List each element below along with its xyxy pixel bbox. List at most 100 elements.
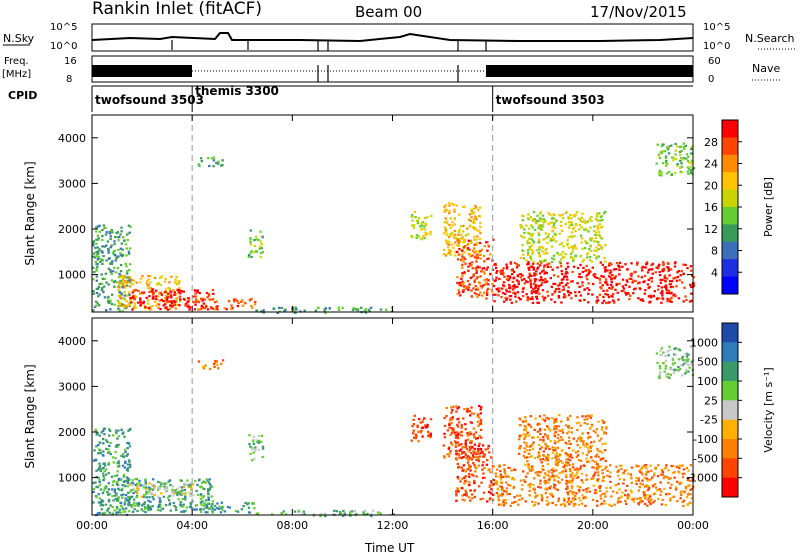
echo-cell	[142, 503, 145, 506]
echo-cell	[538, 245, 541, 249]
echo-cell	[121, 286, 124, 289]
echo-cell	[681, 363, 684, 367]
echo-cell	[566, 290, 569, 293]
echo-cell	[449, 234, 452, 237]
echo-cell	[123, 466, 126, 469]
colorbar-tick-label: -25	[700, 414, 718, 427]
echo-cell	[247, 506, 251, 509]
echo-cell	[573, 468, 577, 471]
echo-cell	[122, 510, 125, 513]
echo-cell	[559, 435, 563, 439]
echo-cell	[210, 505, 213, 508]
echo-cell	[120, 293, 124, 296]
echo-cell	[685, 368, 688, 371]
echo-cell	[448, 251, 451, 254]
echo-cell	[598, 293, 601, 296]
echo-cell	[604, 244, 607, 247]
echo-cell	[566, 443, 569, 446]
echo-cell	[128, 465, 132, 468]
echo-cell	[180, 486, 184, 489]
echo-cell	[580, 479, 583, 482]
echo-cell	[470, 412, 473, 415]
echo-cell	[443, 416, 446, 420]
echo-cell	[540, 498, 544, 501]
echo-cell	[531, 250, 535, 254]
echo-cell	[675, 486, 678, 489]
echo-cell	[530, 238, 533, 241]
echo-cell	[597, 231, 601, 234]
echo-cell	[475, 453, 478, 456]
echo-cell	[637, 477, 640, 480]
echo-cell	[129, 490, 132, 493]
echo-cell	[164, 306, 168, 309]
echo-cell	[640, 467, 643, 470]
echo-cell	[482, 461, 485, 464]
echo-cell	[668, 345, 671, 348]
echo-cell	[572, 497, 575, 500]
echo-cell	[445, 222, 449, 225]
echo-cell	[102, 255, 105, 258]
echo-cell	[118, 236, 121, 239]
echo-cell	[512, 276, 516, 279]
echo-cell	[669, 477, 672, 480]
echo-cell	[554, 503, 558, 507]
echo-cell	[609, 471, 612, 474]
echo-cell	[101, 277, 104, 280]
echo-cell	[522, 295, 525, 298]
echo-cell	[505, 481, 508, 484]
echo-cell	[201, 306, 204, 309]
echo-cell	[591, 477, 595, 480]
echo-cell	[170, 302, 174, 305]
echo-cell	[473, 489, 476, 492]
echo-cell	[448, 419, 452, 422]
x-tick-label: 00:00	[677, 519, 709, 532]
echo-cell	[109, 269, 112, 272]
echo-cell	[493, 279, 497, 283]
echo-cell	[101, 251, 104, 254]
echo-cell	[109, 262, 112, 265]
echo-cell	[95, 226, 98, 229]
echo-cell	[92, 309, 95, 312]
echo-cell	[143, 506, 147, 509]
echo-cell	[474, 267, 477, 270]
echo-cell	[556, 252, 559, 255]
echo-cell	[569, 442, 572, 446]
echo-cell	[504, 502, 507, 505]
echo-cell	[149, 287, 152, 290]
echo-cell	[95, 469, 98, 472]
echo-cell	[463, 238, 467, 241]
echo-cell	[521, 235, 525, 239]
echo-cell	[524, 416, 527, 419]
echo-cell	[481, 294, 484, 297]
echo-cell	[105, 244, 108, 247]
echo-cell	[460, 452, 464, 455]
echo-cell	[192, 301, 195, 304]
echo-cell	[549, 277, 552, 280]
echo-cell	[617, 482, 620, 485]
echo-cell	[133, 508, 136, 511]
echo-cell	[478, 455, 481, 458]
echo-cell	[136, 492, 139, 495]
echo-cell	[595, 453, 599, 456]
echo-cell	[552, 224, 556, 227]
echo-cell	[487, 444, 490, 448]
echo-cell	[560, 242, 564, 245]
echo-cell	[672, 294, 675, 297]
echo-cell	[368, 310, 371, 313]
echo-cell	[198, 485, 202, 488]
echo-cell	[252, 451, 255, 454]
echo-cell	[566, 278, 569, 281]
echo-cell	[125, 300, 129, 303]
colorbar-tick-label: -1000	[686, 472, 718, 485]
echo-cell	[477, 447, 480, 451]
echo-cell	[449, 417, 452, 420]
echo-cell	[571, 491, 574, 494]
echo-cell	[116, 267, 120, 270]
echo-cell	[686, 493, 690, 496]
echo-cell	[456, 425, 460, 428]
echo-cell	[457, 406, 461, 409]
echo-cell	[581, 415, 584, 418]
echo-cell	[665, 289, 669, 292]
echo-cell	[230, 307, 233, 311]
echo-cell	[594, 431, 597, 434]
